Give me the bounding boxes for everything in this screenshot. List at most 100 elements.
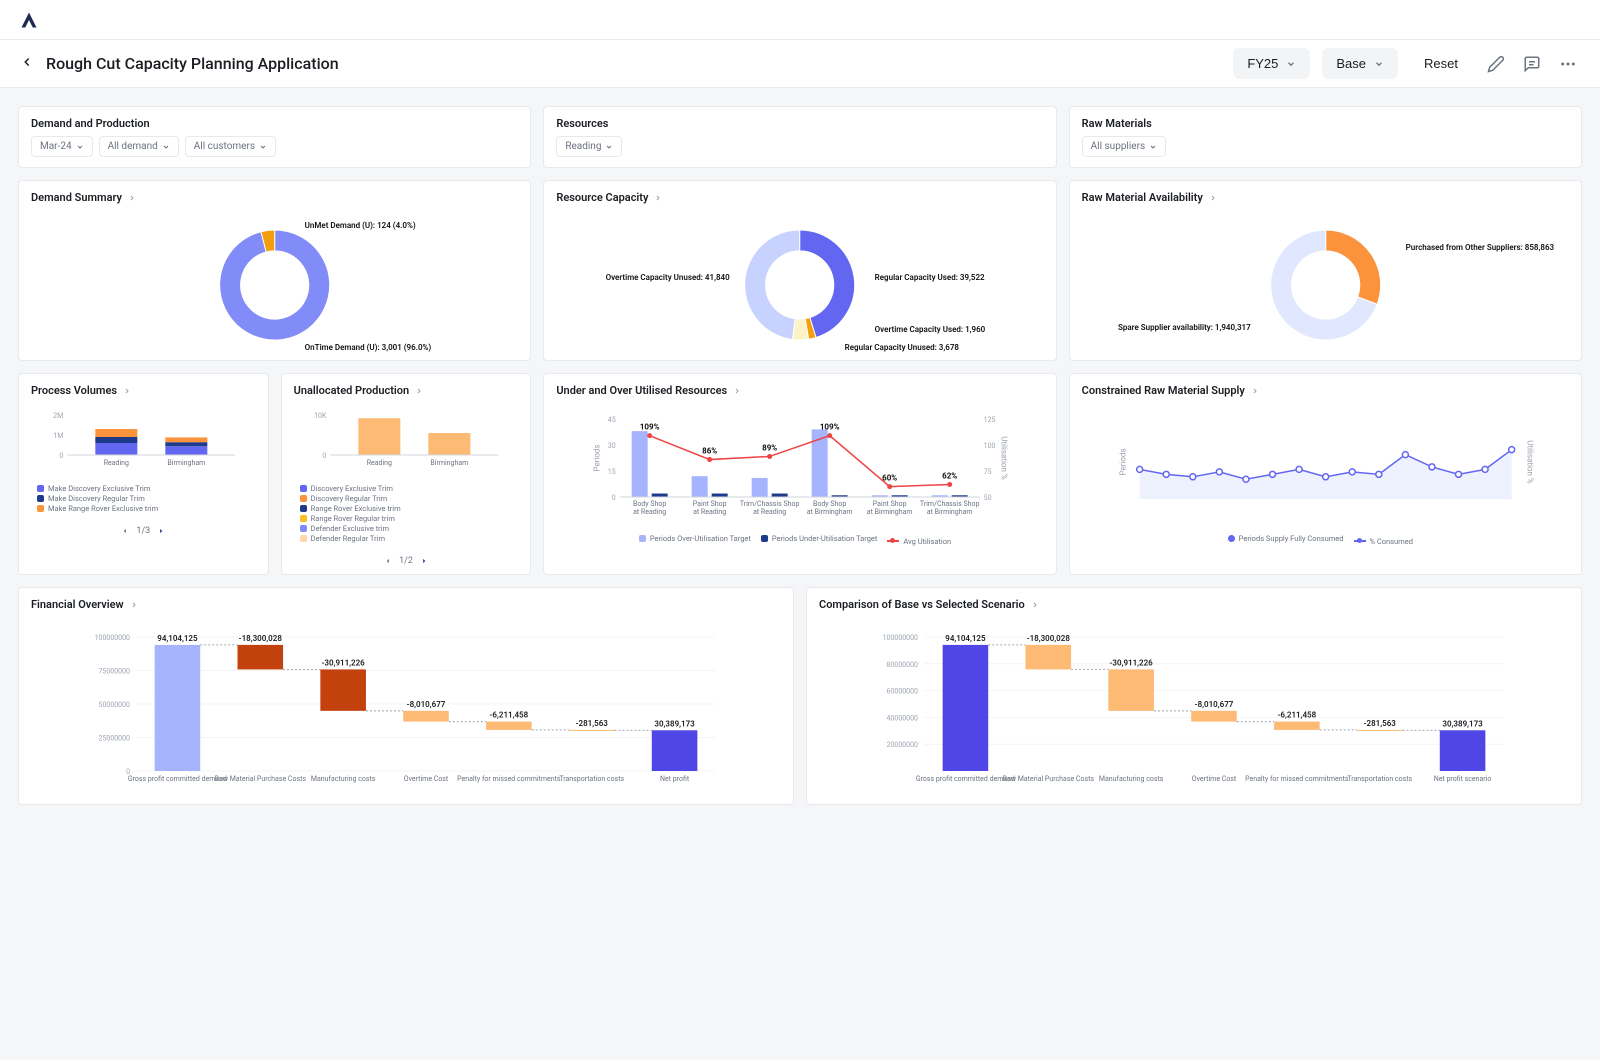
svg-text:Body Shop: Body Shop: [813, 500, 846, 508]
legend-item: Make Discovery Regular Trim: [37, 494, 145, 503]
svg-text:at Birmingham: at Birmingham: [807, 508, 853, 516]
legend-item: Range Rover Exclusive trim: [300, 504, 402, 513]
dashboard: Demand and Production Mar-24All demandAl…: [0, 88, 1600, 823]
pager-next-icon[interactable]: [419, 556, 429, 566]
svg-text:Utilisation %: Utilisation %: [1000, 436, 1009, 480]
svg-text:Periods: Periods: [1118, 448, 1127, 475]
chevron-down-icon: [1374, 59, 1384, 69]
legend-item: Defender Exclusive trim: [300, 524, 402, 533]
reset-button[interactable]: Reset: [1410, 48, 1472, 79]
waterfall-chart: 025000000500000007500000010000000094,104…: [31, 623, 781, 793]
waterfall-chart: 2000000040000000600000008000000010000000…: [819, 623, 1569, 793]
comment-button[interactable]: [1520, 52, 1544, 76]
svg-text:Transportation costs: Transportation costs: [559, 775, 624, 783]
chevron-down-icon: [605, 143, 613, 151]
card-title: Resource Capacity: [556, 191, 648, 204]
panel-title: Raw Materials: [1082, 117, 1152, 130]
filter-chip[interactable]: Mar-24: [31, 136, 93, 157]
process-volumes-card: Process Volumes 01M2MReadingBirmingham M…: [18, 373, 269, 575]
svg-text:50: 50: [984, 494, 992, 502]
svg-text:100: 100: [984, 442, 996, 450]
svg-text:109%: 109%: [640, 423, 660, 432]
legend-item: Make Range Rover Exclusive trim: [37, 504, 158, 513]
svg-text:75: 75: [984, 468, 992, 476]
under-over-utilised-card: Under and Over Utilised Resources 015304…: [543, 373, 1056, 575]
card-title: Demand Summary: [31, 191, 122, 204]
filter-chip[interactable]: All demand: [99, 136, 179, 157]
legend-item: Periods Supply Fully Consumed: [1228, 534, 1344, 543]
svg-text:Penalty for missed commitments: Penalty for missed commitments: [457, 775, 561, 783]
svg-text:Trim/Chassis Shop: Trim/Chassis Shop: [740, 500, 800, 508]
svg-text:Reading: Reading: [104, 459, 129, 467]
filter-chip[interactable]: Reading: [556, 136, 622, 157]
chevron-down-icon: [1149, 143, 1157, 151]
chevron-right-icon[interactable]: [733, 387, 741, 395]
svg-text:50000000: 50000000: [99, 701, 131, 709]
svg-text:UnMet Demand (U): 124 (4.0%): UnMet Demand (U): 124 (4.0%): [305, 221, 416, 230]
filter-row: Reading: [544, 136, 1055, 167]
pager-next-icon[interactable]: [156, 526, 166, 536]
svg-text:80000000: 80000000: [887, 661, 919, 669]
svg-text:15: 15: [608, 468, 616, 476]
more-button[interactable]: [1556, 52, 1580, 76]
svg-text:-6,211,458: -6,211,458: [1278, 711, 1317, 720]
resources-panel: Resources Reading: [543, 106, 1056, 168]
svg-text:-281,563: -281,563: [1364, 719, 1397, 728]
filter-chip[interactable]: All suppliers: [1082, 136, 1167, 157]
legend-item: Make Discovery Exclusive Trim: [37, 484, 150, 493]
chevron-right-icon[interactable]: [1251, 387, 1259, 395]
svg-text:at Birmingham: at Birmingham: [927, 508, 973, 516]
chevron-down-icon: [162, 143, 170, 151]
svg-text:-18,300,028: -18,300,028: [239, 634, 283, 643]
logo: [20, 11, 38, 29]
card-title: Constrained Raw Material Supply: [1082, 384, 1245, 397]
chevron-right-icon[interactable]: [654, 194, 662, 202]
svg-text:Regular Capacity Used: 39,522: Regular Capacity Used: 39,522: [875, 273, 985, 282]
card-title: Unallocated Production: [294, 384, 409, 397]
pager-text: 1/2: [399, 556, 413, 566]
chevron-right-icon[interactable]: [130, 601, 138, 609]
chevron-right-icon[interactable]: [1209, 194, 1217, 202]
svg-text:Birmingham: Birmingham: [430, 459, 468, 467]
svg-text:Overtime Capacity Used: 1,960: Overtime Capacity Used: 1,960: [875, 325, 986, 334]
svg-text:Utilisation %: Utilisation %: [1525, 440, 1534, 484]
svg-text:60000000: 60000000: [887, 688, 919, 696]
chevron-right-icon[interactable]: [1031, 601, 1039, 609]
year-selector[interactable]: FY25: [1233, 48, 1310, 79]
card-title: Raw Material Availability: [1082, 191, 1203, 204]
filter-chip[interactable]: All customers: [185, 136, 276, 157]
svg-text:0: 0: [612, 494, 616, 502]
svg-text:62%: 62%: [942, 472, 957, 481]
chevron-right-icon[interactable]: [123, 387, 131, 395]
svg-text:Spare Supplier availability: 1: Spare Supplier availability: 1,940,317: [1118, 323, 1251, 332]
back-button[interactable]: [20, 55, 34, 72]
svg-text:-30,911,226: -30,911,226: [322, 658, 366, 667]
svg-text:30,389,173: 30,389,173: [1442, 719, 1483, 728]
pager-prev-icon[interactable]: [120, 526, 130, 536]
bar-chart: 010KReadingBirmingham: [294, 409, 519, 469]
svg-text:Manufacturing costs: Manufacturing costs: [1099, 775, 1164, 783]
legend-item: Range Rover Regular trim: [300, 514, 402, 523]
waterfall-row: Financial Overview 025000000500000007500…: [18, 587, 1582, 805]
legend-item: Discovery Exclusive Trim: [300, 484, 402, 493]
pager-prev-icon[interactable]: [383, 556, 393, 566]
svg-text:Periods: Periods: [593, 444, 602, 471]
process-row: Process Volumes 01M2MReadingBirmingham M…: [18, 373, 531, 575]
chevron-down-icon: [76, 143, 84, 151]
scenario-selector[interactable]: Base: [1322, 48, 1398, 79]
svg-text:-18,300,028: -18,300,028: [1027, 634, 1071, 643]
svg-text:Body Shop: Body Shop: [633, 500, 666, 508]
svg-text:-281,563: -281,563: [576, 719, 609, 728]
chevron-right-icon[interactable]: [415, 387, 423, 395]
svg-text:Raw Material Purchase Costs: Raw Material Purchase Costs: [1003, 775, 1095, 783]
svg-text:Paint Shop: Paint Shop: [693, 500, 727, 508]
edit-button[interactable]: [1484, 52, 1508, 76]
svg-text:Overtime Cost: Overtime Cost: [404, 775, 449, 783]
svg-text:Birmingham: Birmingham: [167, 459, 205, 467]
svg-text:89%: 89%: [762, 443, 777, 452]
chevron-right-icon[interactable]: [128, 194, 136, 202]
svg-text:at Reading: at Reading: [633, 508, 666, 516]
comparison-scenario-card: Comparison of Base vs Selected Scenario …: [806, 587, 1582, 805]
svg-text:at Reading: at Reading: [753, 508, 786, 516]
raw-materials-panel: Raw Materials All suppliers: [1069, 106, 1582, 168]
